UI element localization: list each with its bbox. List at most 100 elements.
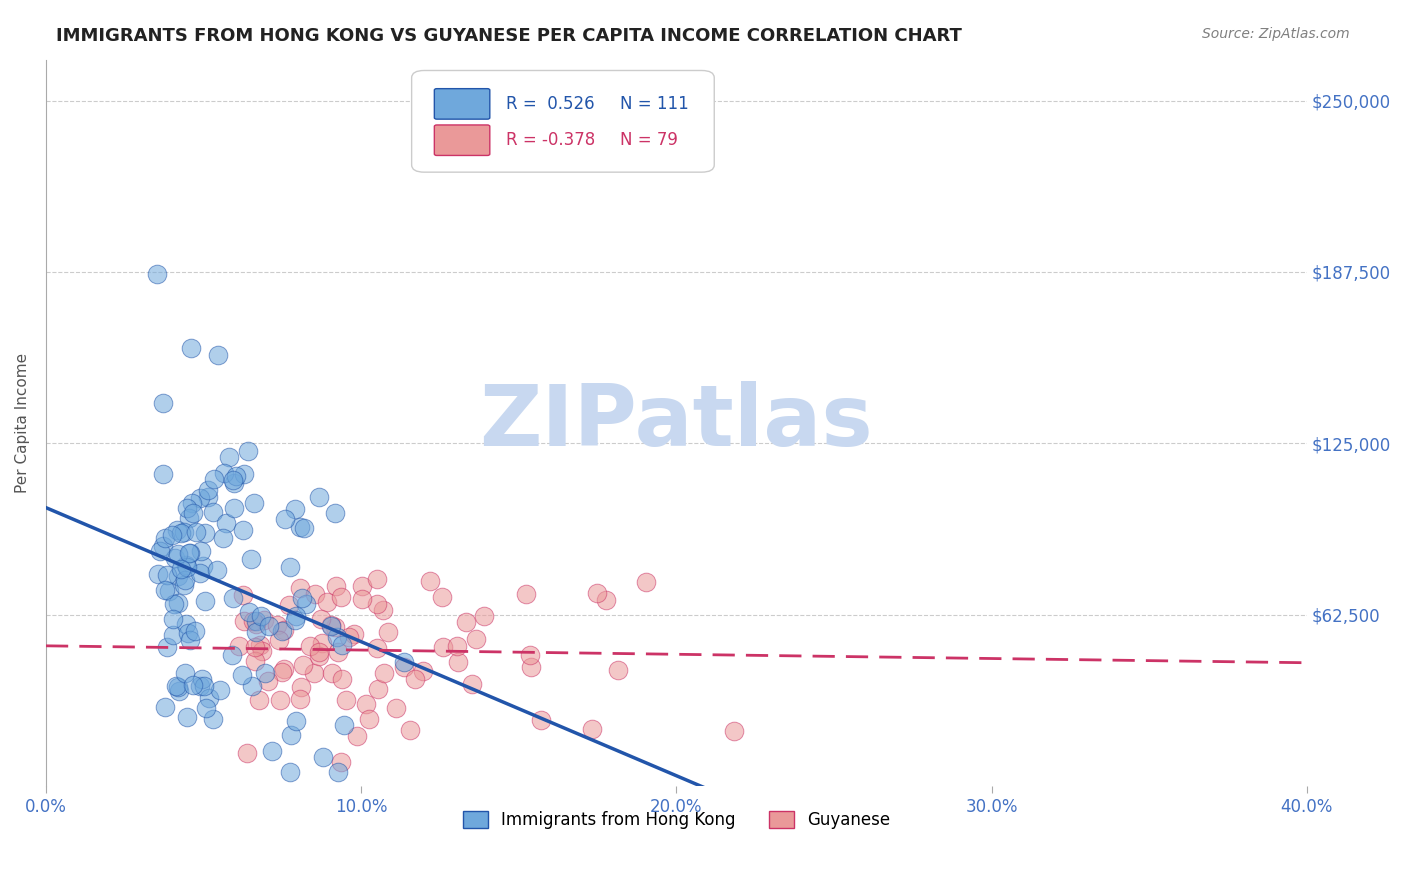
Point — [174, 617, 197, 632]
Point — [173, 577, 195, 591]
Point — [245, 625, 267, 640]
Point — [160, 527, 183, 541]
Point — [323, 506, 346, 520]
Point — [188, 566, 211, 580]
Point — [180, 496, 202, 510]
Point — [335, 692, 357, 706]
Point — [399, 723, 422, 737]
Point — [290, 691, 312, 706]
Point — [254, 665, 277, 680]
Point — [271, 665, 294, 680]
Point — [207, 563, 229, 577]
Point — [236, 746, 259, 760]
Point — [202, 712, 225, 726]
Point — [188, 679, 211, 693]
Point — [326, 645, 349, 659]
Legend: Immigrants from Hong Kong, Guyanese: Immigrants from Hong Kong, Guyanese — [456, 804, 897, 836]
Point — [352, 591, 374, 606]
Point — [343, 627, 366, 641]
Point — [337, 630, 360, 644]
Point — [350, 579, 373, 593]
Point — [188, 491, 211, 505]
Point — [278, 765, 301, 780]
Point — [321, 619, 343, 633]
Point — [280, 728, 302, 742]
Point — [197, 483, 219, 497]
Point — [202, 505, 225, 519]
Point — [606, 664, 628, 678]
Point — [288, 581, 311, 595]
Point — [354, 697, 377, 711]
Point — [146, 567, 169, 582]
Point — [169, 562, 191, 576]
Point — [184, 524, 207, 539]
Point — [233, 614, 256, 628]
Point — [152, 540, 174, 554]
Point — [284, 613, 307, 627]
Point — [366, 597, 388, 611]
Point — [315, 595, 337, 609]
Point — [153, 582, 176, 597]
Point — [198, 690, 221, 705]
Text: ZIPatlas: ZIPatlas — [479, 381, 873, 464]
Point — [309, 612, 332, 626]
Point — [222, 476, 245, 491]
Point — [519, 648, 541, 663]
Point — [273, 512, 295, 526]
Point — [311, 636, 333, 650]
Point — [231, 668, 253, 682]
Text: IMMIGRANTS FROM HONG KONG VS GUYANESE PER CAPITA INCOME CORRELATION CHART: IMMIGRANTS FROM HONG KONG VS GUYANESE PE… — [56, 27, 962, 45]
Point — [595, 593, 617, 607]
Point — [176, 710, 198, 724]
Point — [312, 750, 335, 764]
Text: R = -0.378: R = -0.378 — [506, 131, 596, 149]
Point — [319, 617, 342, 632]
Point — [153, 700, 176, 714]
Point — [166, 523, 188, 537]
Point — [271, 624, 294, 639]
Point — [412, 664, 434, 678]
Point — [190, 672, 212, 686]
Point — [460, 676, 482, 690]
Point — [177, 546, 200, 560]
Point — [432, 640, 454, 655]
Point — [333, 718, 356, 732]
Point — [222, 473, 245, 487]
Text: N = 79: N = 79 — [620, 131, 678, 149]
Point — [249, 638, 271, 652]
Point — [238, 605, 260, 619]
Point — [359, 712, 381, 726]
Point — [156, 640, 179, 654]
Point — [167, 596, 190, 610]
Point — [446, 639, 468, 653]
Point — [723, 723, 745, 738]
Point — [472, 608, 495, 623]
Point — [166, 680, 188, 694]
Point — [157, 583, 180, 598]
Point — [273, 662, 295, 676]
Point — [290, 520, 312, 534]
Point — [173, 573, 195, 587]
Point — [325, 579, 347, 593]
Point — [284, 502, 307, 516]
Point — [373, 603, 395, 617]
Point — [232, 588, 254, 602]
Point — [377, 625, 399, 640]
FancyBboxPatch shape — [434, 88, 489, 120]
Point — [202, 472, 225, 486]
Point — [167, 683, 190, 698]
Point — [330, 672, 353, 686]
Point — [222, 591, 245, 605]
Point — [366, 641, 388, 656]
Point — [519, 660, 541, 674]
FancyBboxPatch shape — [412, 70, 714, 172]
Point — [183, 624, 205, 639]
Point — [304, 586, 326, 600]
Point — [329, 755, 352, 769]
Point — [221, 648, 243, 662]
Point — [323, 619, 346, 633]
Point — [240, 552, 263, 566]
Point — [419, 574, 441, 588]
Point — [530, 714, 553, 728]
Point — [222, 501, 245, 516]
